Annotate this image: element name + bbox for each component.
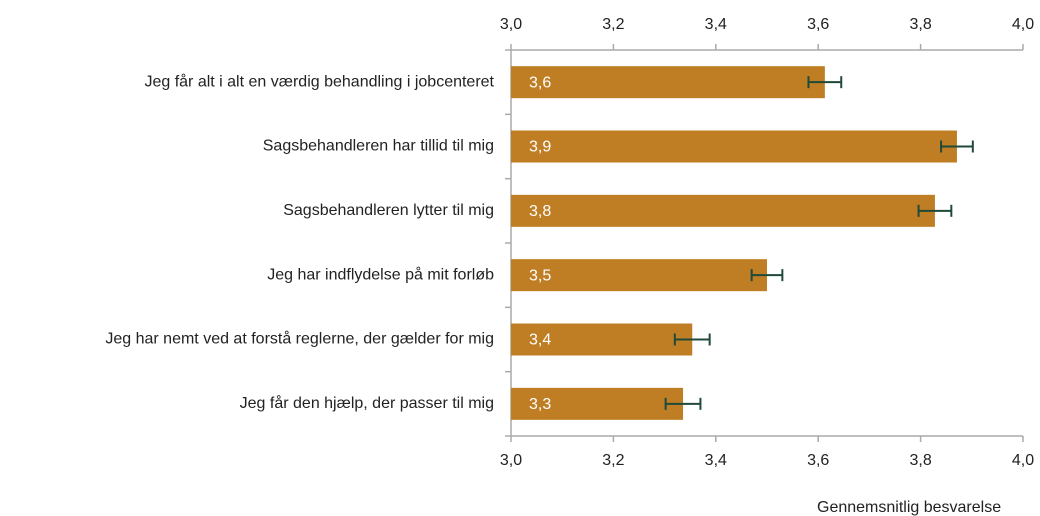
value-label: 3,8	[529, 203, 551, 220]
value-label: 3,9	[529, 139, 551, 156]
error-bar	[664, 397, 702, 410]
x-tick-label: 3,4	[705, 16, 727, 33]
x-tick-label: 3,8	[909, 452, 931, 469]
value-label: 3,4	[529, 332, 551, 349]
bar	[511, 66, 825, 99]
bar	[511, 323, 693, 356]
bar	[511, 259, 767, 292]
error-bar	[750, 269, 784, 282]
x-tick-label: 3,4	[705, 452, 727, 469]
category-label: Jeg har nemt ved at forstå reglerne, der…	[105, 330, 494, 348]
x-tick-label: 3,2	[602, 452, 624, 469]
category-label: Jeg har indflydelse på mit forløb	[267, 265, 494, 283]
error-bar	[940, 140, 974, 153]
x-tick-label: 3,6	[807, 16, 829, 33]
bar	[511, 130, 957, 163]
value-label: 3,6	[529, 74, 551, 91]
x-tick-label: 3,2	[602, 16, 624, 33]
x-tick-label: 3,8	[909, 16, 931, 33]
value-label: 3,5	[529, 267, 551, 284]
error-bar	[673, 333, 711, 346]
value-label: 3,3	[529, 396, 551, 413]
error-bar	[807, 76, 843, 89]
x-tick-label: 3,0	[500, 16, 522, 33]
x-tick-label: 3,6	[807, 452, 829, 469]
x-tick-label: 4,0	[1012, 16, 1034, 33]
category-label: Jeg får alt i alt en værdig behandling i…	[144, 72, 494, 90]
error-bar	[917, 204, 953, 217]
category-label: Sagsbehandleren har tillid til mig	[263, 138, 494, 155]
bar	[511, 194, 935, 227]
x-tick-label: 4,0	[1012, 452, 1034, 469]
category-label: Sagsbehandleren lytter til mig	[283, 202, 494, 219]
category-label: Jeg får den hjælp, der passer til mig	[240, 394, 494, 412]
bar	[511, 387, 684, 420]
x-axis-label: Gennemsnitlig besvarelse	[817, 499, 1001, 516]
x-tick-label: 3,0	[500, 452, 522, 469]
